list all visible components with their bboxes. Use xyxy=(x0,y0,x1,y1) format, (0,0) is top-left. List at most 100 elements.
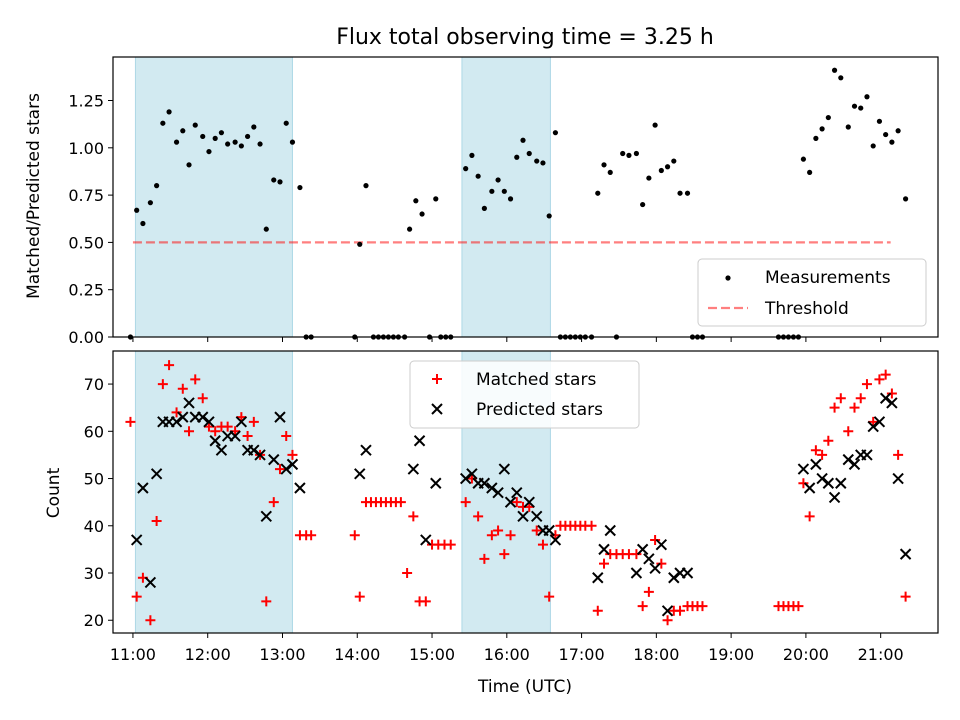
predicted-star-point xyxy=(828,491,841,504)
measurement-point xyxy=(206,148,212,155)
matched-star-point xyxy=(880,369,891,380)
matched-star-point xyxy=(242,431,253,442)
measurement-point xyxy=(180,128,186,134)
matched-star-point xyxy=(287,449,298,460)
measurement-point xyxy=(819,126,825,132)
measurement-point xyxy=(507,196,514,202)
matched-star-point xyxy=(817,449,828,460)
predicted-star-point xyxy=(407,463,420,475)
predicted-star-point xyxy=(492,487,504,499)
measurement-point xyxy=(813,135,819,141)
measurement-point xyxy=(800,156,807,162)
bottom-axes-frame xyxy=(112,350,939,634)
predicted-star-point xyxy=(899,548,912,560)
predicted-star-point xyxy=(797,463,810,475)
y-tick-label: 20 xyxy=(84,611,104,630)
top-shaded-intervals xyxy=(134,56,551,338)
predicted-star-point xyxy=(604,524,616,537)
matched-star-point xyxy=(586,520,597,531)
x-tick-label: 16:00 xyxy=(484,645,530,664)
matched-star-point xyxy=(349,530,360,541)
matched-star-point xyxy=(798,478,809,489)
predicted-star-point xyxy=(360,444,372,456)
predicted-star-point xyxy=(274,411,286,423)
shaded-interval xyxy=(461,56,551,338)
figure-title: Flux total observing time = 3.25 h xyxy=(336,25,714,50)
measurement-point xyxy=(289,139,296,145)
measurement-point xyxy=(251,124,257,130)
top-axis-ticks: 0.00 0.25 0.50 0.75 1.00 1.25 xyxy=(68,92,882,347)
predicted-star-point xyxy=(268,453,280,466)
matched-star-point xyxy=(537,539,548,550)
predicted-star-point xyxy=(294,482,306,494)
x-tick-label: 21:00 xyxy=(858,645,904,664)
measurement-point xyxy=(876,118,883,124)
predicted-star-point xyxy=(816,472,828,485)
measurement-point xyxy=(646,175,652,181)
matched-star-point xyxy=(631,549,642,560)
matched-star-point xyxy=(829,402,840,413)
measurement-point xyxy=(140,220,146,227)
predicted-star-point xyxy=(286,458,299,471)
matched-star-point xyxy=(479,553,490,564)
shaded-interval xyxy=(134,56,293,338)
matched-star-point xyxy=(697,601,708,612)
predicted-star-point xyxy=(867,420,879,433)
measurement-point xyxy=(520,137,526,143)
measurement-point xyxy=(838,75,844,81)
measurement-point xyxy=(825,114,831,121)
matched-star-point xyxy=(274,464,285,475)
measurement-point xyxy=(218,130,225,136)
predicted-star-point xyxy=(531,510,543,523)
predicted-star-point xyxy=(280,463,292,475)
predicted-star-point xyxy=(430,477,442,489)
matched-star-point xyxy=(395,497,406,508)
predicted-star-point xyxy=(655,538,668,551)
matched-star-point xyxy=(222,421,233,432)
matched-star-point xyxy=(486,530,497,541)
legend-matched-marker xyxy=(432,374,442,384)
matched-star-point xyxy=(125,416,136,427)
predicted-star-point xyxy=(592,572,604,584)
bottom-legend: Matched stars Predicted stars xyxy=(409,360,640,429)
measurement-point xyxy=(263,226,269,232)
measurement-point xyxy=(238,143,244,149)
matched-star-point xyxy=(460,497,471,508)
predicted-star-point xyxy=(523,496,535,508)
matched-star-point xyxy=(177,383,188,394)
measurement-point xyxy=(147,200,153,206)
matched-star-point xyxy=(810,445,821,456)
matched-star-point xyxy=(499,549,510,560)
matched-star-point xyxy=(656,558,667,569)
matched-star-point xyxy=(849,402,860,413)
measurement-point xyxy=(883,131,889,138)
predicted-star-point xyxy=(137,482,149,494)
matched-star-point xyxy=(874,374,885,385)
measurement-point xyxy=(489,188,495,194)
matched-star-point xyxy=(408,511,419,522)
predicted-star-point xyxy=(197,411,209,423)
measurement-point xyxy=(677,190,683,196)
measurement-point xyxy=(134,207,140,213)
matched-star-point xyxy=(248,416,259,427)
predicted-star-point xyxy=(886,397,898,409)
measurement-point xyxy=(671,158,677,164)
matched-star-point xyxy=(793,601,804,612)
predicted-star-point xyxy=(668,572,680,584)
matched-star-point xyxy=(650,534,661,545)
x-tick-label: 15:00 xyxy=(409,645,455,664)
measurement-point xyxy=(620,150,626,157)
x-tick-label: 19:00 xyxy=(708,645,754,664)
predicted-star-point xyxy=(254,449,266,461)
predicted-star-point xyxy=(459,472,472,485)
predicted-star-point xyxy=(511,487,523,499)
measurement-point xyxy=(546,213,552,219)
matched-star-point xyxy=(473,511,484,522)
measurement-point xyxy=(232,139,238,145)
x-tick-label: 12:00 xyxy=(185,645,231,664)
predicted-star-point xyxy=(636,543,649,556)
matched-star-point xyxy=(354,591,365,602)
x-axis-label: Time (UTC) xyxy=(477,677,572,697)
measurement-point xyxy=(864,94,870,100)
measurement-point xyxy=(166,109,172,115)
